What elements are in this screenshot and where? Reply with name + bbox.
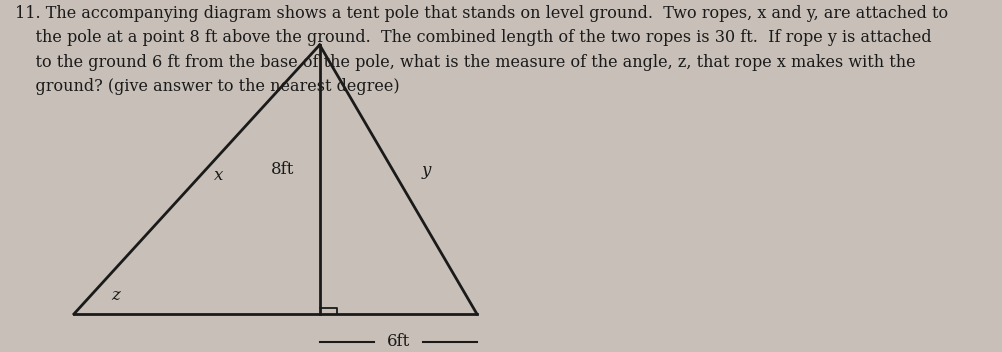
- Text: x: x: [213, 168, 222, 184]
- Text: 8ft: 8ft: [271, 161, 294, 178]
- Text: y: y: [421, 162, 430, 179]
- Text: 6ft: 6ft: [387, 333, 410, 350]
- Text: 11. The accompanying diagram shows a tent pole that stands on level ground.  Two: 11. The accompanying diagram shows a ten…: [15, 5, 947, 95]
- Text: z: z: [110, 287, 119, 303]
